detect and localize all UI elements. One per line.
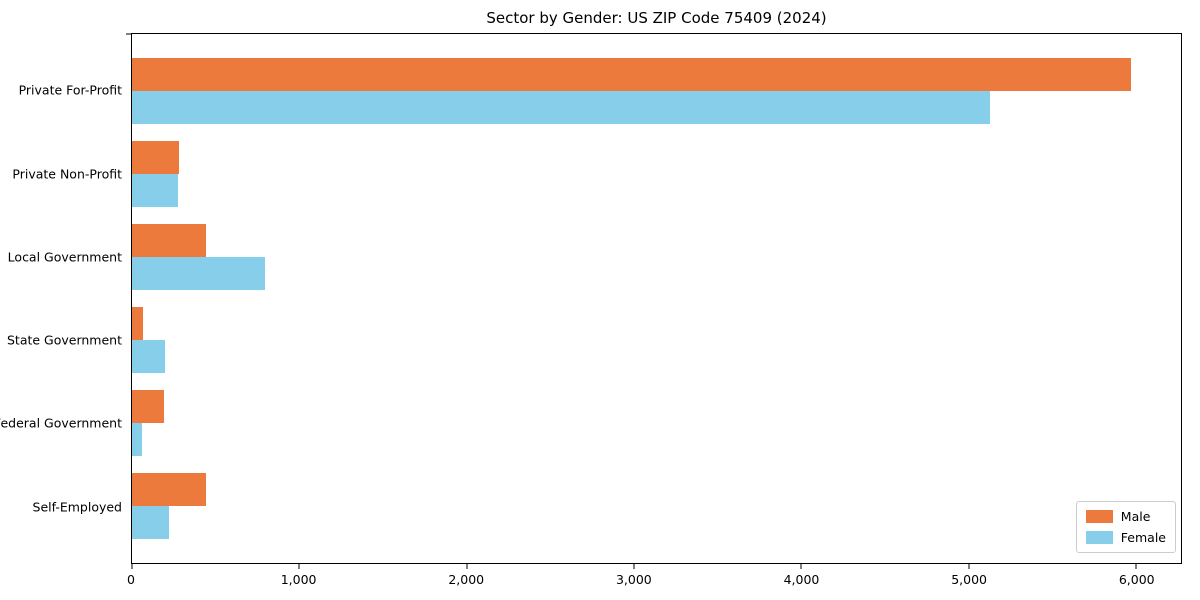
x-axis-tick-label: 4,000 [783, 572, 820, 587]
plot-area: Male Female [126, 33, 1182, 569]
bar-group [132, 223, 1181, 291]
x-tick-mark [1135, 563, 1137, 569]
x-tick-mark [633, 563, 635, 569]
bar-male [132, 306, 143, 340]
y-tick-mark [126, 33, 132, 35]
x-axis-tick-label: 6,000 [1118, 572, 1155, 587]
y-axis-label: Local Government [7, 249, 122, 265]
x-tick-mark [131, 563, 133, 569]
legend-item-female: Female [1085, 530, 1166, 545]
bar-group [132, 140, 1181, 208]
bar-female [132, 174, 178, 208]
x-axis-labels: 0 1,000 2,000 3,000 4,000 5,000 6,000 [127, 572, 1182, 590]
x-axis-tick-label: 2,000 [448, 572, 485, 587]
x-tick-mark [298, 563, 300, 569]
female-swatch-icon [1085, 531, 1113, 544]
bar-female [132, 339, 166, 374]
bar-male [132, 389, 164, 423]
y-axis-label: Private For-Profit [18, 82, 122, 98]
x-axis-tick-label: 1,000 [280, 572, 317, 587]
bar-group [132, 472, 1181, 539]
legend-label-female: Female [1120, 530, 1166, 545]
x-tick-mark [800, 563, 802, 569]
x-axis-tick-label: 0 [127, 572, 135, 587]
bar-female [132, 422, 143, 457]
bar-group [132, 306, 1181, 374]
y-axis-label: State Government [6, 332, 122, 348]
x-axis-tick-label: 5,000 [951, 572, 988, 587]
y-axis-label: Federal Government [0, 415, 122, 431]
bar-male [132, 58, 1131, 92]
chart-title: Sector by Gender: US ZIP Code 75409 (202… [486, 9, 827, 27]
bar-male [132, 472, 206, 506]
bar-female [132, 505, 169, 539]
y-axis-label: Private Non-Profit [12, 166, 122, 182]
bar-female [132, 257, 265, 291]
legend: Male Female [1075, 501, 1176, 553]
x-tick-mark [466, 563, 468, 569]
bar-female [132, 91, 991, 125]
bar-male [132, 223, 206, 258]
bar-group [132, 58, 1181, 125]
bar-male [132, 140, 179, 175]
y-axis-labels: Private For-Profit Private Non-Profit Lo… [0, 33, 122, 564]
male-swatch-icon [1085, 510, 1113, 523]
x-tick-mark [968, 563, 970, 569]
bar-group [132, 389, 1181, 457]
legend-item-male: Male [1085, 509, 1166, 524]
x-axis-tick-label: 3,000 [615, 572, 652, 587]
y-axis-label: Self-Employed [32, 499, 122, 515]
legend-label-male: Male [1120, 509, 1151, 524]
